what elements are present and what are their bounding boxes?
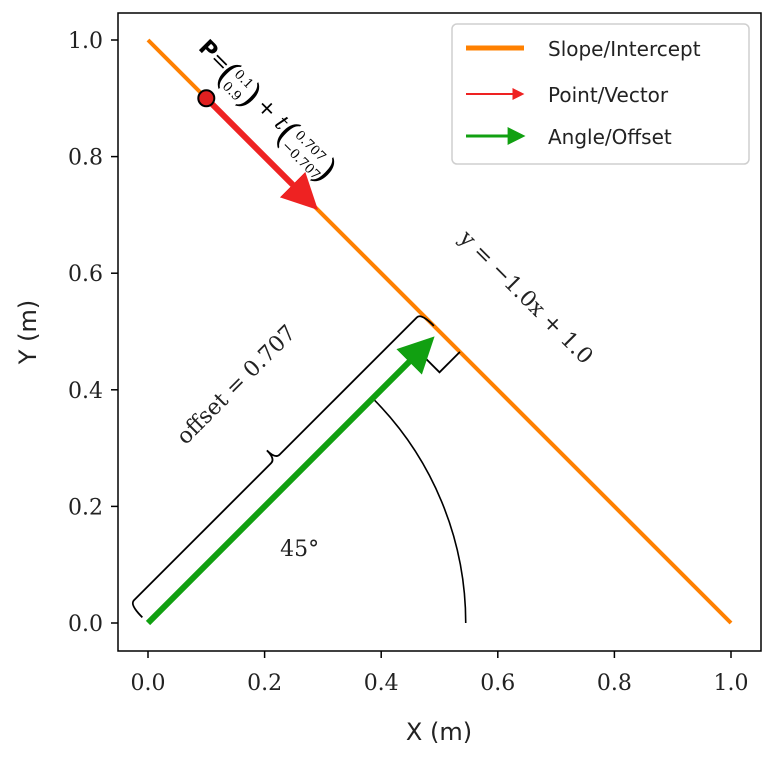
- offset-brace: [131, 315, 435, 618]
- y-tick-label: 0.8: [68, 146, 103, 171]
- x-tick-label: 0.2: [247, 671, 282, 696]
- x-axis-ticks: 0.0 0.2 0.4 0.6 0.8 1.0: [131, 651, 749, 696]
- y-tick-label: 0.6: [68, 262, 103, 287]
- legend-label-angle: Angle/Offset: [548, 125, 672, 149]
- y-tick-label: 1.0: [68, 29, 103, 54]
- legend-box: [451, 23, 750, 165]
- x-tick-label: 0.8: [597, 671, 632, 696]
- y-axis-label: Y (m): [14, 300, 42, 365]
- legend: Slope/Intercept Point/Vector Angle/Offse…: [451, 23, 750, 165]
- legend-label-slope: Slope/Intercept: [548, 37, 701, 61]
- x-tick-label: 1.0: [714, 671, 749, 696]
- legend-label-point: Point/Vector: [548, 83, 669, 107]
- y-tick-label: 0.4: [68, 379, 103, 404]
- x-tick-label: 0.0: [131, 671, 166, 696]
- angle-offset-arrow: [145, 336, 435, 626]
- angle-arc: [372, 397, 467, 624]
- x-tick-label: 0.4: [364, 671, 399, 696]
- angle-label: 45°: [280, 537, 319, 562]
- point-marker: [197, 89, 216, 108]
- y-tick-label: 0.2: [68, 495, 103, 520]
- point-vector-arrow: [204, 96, 318, 210]
- y-tick-label: 0.0: [68, 612, 103, 637]
- x-tick-label: 0.6: [480, 671, 515, 696]
- x-axis-label: X (m): [406, 718, 472, 746]
- y-axis-ticks: 0.0 0.2 0.4 0.6 0.8 1.0: [68, 29, 118, 637]
